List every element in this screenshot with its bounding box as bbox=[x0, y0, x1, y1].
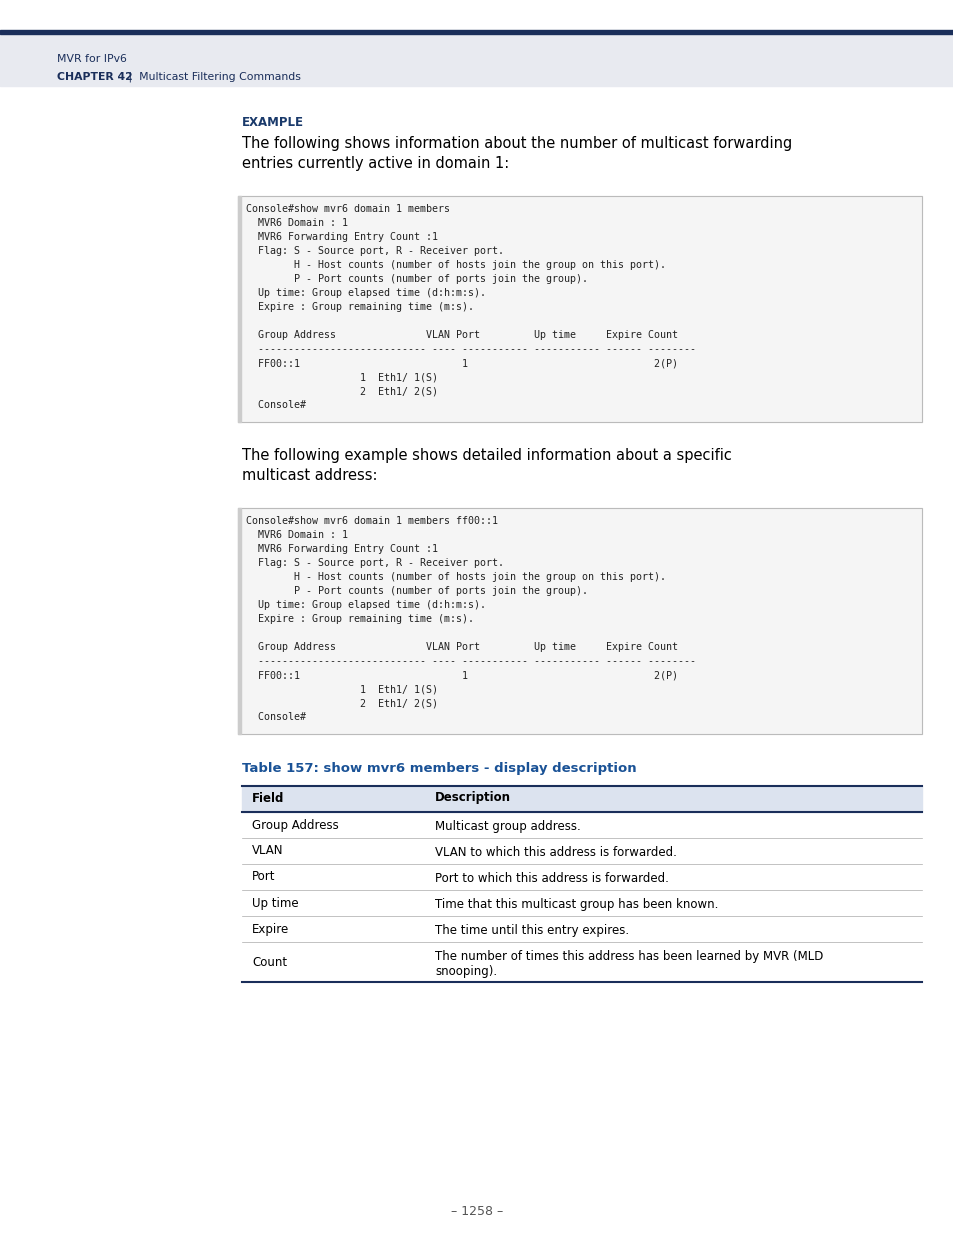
Text: FF00::1                           1                               2(P): FF00::1 1 2(P) bbox=[246, 358, 678, 368]
Bar bbox=[237, 508, 241, 734]
Text: The time until this entry expires.: The time until this entry expires. bbox=[435, 924, 628, 937]
Text: Description: Description bbox=[435, 792, 511, 804]
Text: P - Port counts (number of ports join the group).: P - Port counts (number of ports join th… bbox=[246, 585, 587, 597]
Text: snooping).: snooping). bbox=[435, 965, 497, 978]
Text: P - Port counts (number of ports join the group).: P - Port counts (number of ports join th… bbox=[246, 274, 587, 284]
Text: Console#show mvr6 domain 1 members ff00::1: Console#show mvr6 domain 1 members ff00:… bbox=[246, 516, 497, 526]
Text: Group Address               VLAN Port         Up time     Expire Count: Group Address VLAN Port Up time Expire C… bbox=[246, 330, 678, 340]
Text: Console#show mvr6 domain 1 members: Console#show mvr6 domain 1 members bbox=[246, 204, 450, 214]
Text: multicast address:: multicast address: bbox=[242, 468, 377, 483]
Text: 2  Eth1/ 2(S): 2 Eth1/ 2(S) bbox=[246, 698, 437, 708]
Text: Multicast group address.: Multicast group address. bbox=[435, 820, 580, 832]
Bar bbox=[0, 35, 953, 86]
Bar bbox=[242, 785, 921, 811]
Text: Flag: S - Source port, R - Receiver port.: Flag: S - Source port, R - Receiver port… bbox=[246, 558, 503, 568]
Text: Up time: Group elapsed time (d:h:m:s).: Up time: Group elapsed time (d:h:m:s). bbox=[246, 600, 485, 610]
Text: MVR for IPv6: MVR for IPv6 bbox=[57, 54, 127, 64]
Text: Console#: Console# bbox=[246, 400, 306, 410]
Text: – 1258 –: – 1258 – bbox=[451, 1205, 502, 1218]
Bar bbox=[0, 30, 953, 35]
Text: Port: Port bbox=[252, 871, 275, 883]
Text: Field: Field bbox=[252, 792, 284, 804]
Text: Group Address               VLAN Port         Up time     Expire Count: Group Address VLAN Port Up time Expire C… bbox=[246, 642, 678, 652]
Text: MVR6 Domain : 1: MVR6 Domain : 1 bbox=[246, 219, 348, 228]
Bar bbox=[237, 196, 241, 422]
Text: MVR6 Domain : 1: MVR6 Domain : 1 bbox=[246, 530, 348, 540]
Text: EXAMPLE: EXAMPLE bbox=[242, 116, 304, 128]
Text: Expire: Expire bbox=[252, 923, 289, 935]
Text: Time that this multicast group has been known.: Time that this multicast group has been … bbox=[435, 898, 718, 911]
Text: Up time: Group elapsed time (d:h:m:s).: Up time: Group elapsed time (d:h:m:s). bbox=[246, 288, 485, 298]
Text: H - Host counts (number of hosts join the group on this port).: H - Host counts (number of hosts join th… bbox=[246, 261, 665, 270]
Text: FF00::1                           1                               2(P): FF00::1 1 2(P) bbox=[246, 671, 678, 680]
Text: Group Address: Group Address bbox=[252, 819, 338, 831]
Text: The following shows information about the number of multicast forwarding: The following shows information about th… bbox=[242, 136, 791, 151]
Text: MVR6 Forwarding Entry Count :1: MVR6 Forwarding Entry Count :1 bbox=[246, 543, 437, 555]
Text: The number of times this address has been learned by MVR (MLD: The number of times this address has bee… bbox=[435, 950, 822, 963]
Text: Table 157: show mvr6 members - display description: Table 157: show mvr6 members - display d… bbox=[242, 762, 636, 776]
Text: Port to which this address is forwarded.: Port to which this address is forwarded. bbox=[435, 872, 668, 885]
Text: Expire : Group remaining time (m:s).: Expire : Group remaining time (m:s). bbox=[246, 614, 474, 624]
Bar bbox=[237, 508, 921, 734]
Text: 2  Eth1/ 2(S): 2 Eth1/ 2(S) bbox=[246, 387, 437, 396]
Text: Flag: S - Source port, R - Receiver port.: Flag: S - Source port, R - Receiver port… bbox=[246, 246, 503, 256]
Text: VLAN: VLAN bbox=[252, 845, 283, 857]
Text: 1  Eth1/ 1(S): 1 Eth1/ 1(S) bbox=[246, 372, 437, 382]
Bar bbox=[237, 196, 921, 422]
Text: ---------------------------- ---- ----------- ----------- ------ --------: ---------------------------- ---- ------… bbox=[246, 345, 696, 354]
Text: CHAPTER 42: CHAPTER 42 bbox=[57, 72, 132, 82]
Text: Console#: Console# bbox=[246, 713, 306, 722]
Bar bbox=[237, 196, 921, 422]
Text: |  Multicast Filtering Commands: | Multicast Filtering Commands bbox=[125, 72, 300, 83]
Text: MVR6 Forwarding Entry Count :1: MVR6 Forwarding Entry Count :1 bbox=[246, 232, 437, 242]
Bar bbox=[237, 508, 921, 734]
Text: Count: Count bbox=[252, 956, 287, 968]
Text: Up time: Up time bbox=[252, 897, 298, 909]
Text: H - Host counts (number of hosts join the group on this port).: H - Host counts (number of hosts join th… bbox=[246, 572, 665, 582]
Text: The following example shows detailed information about a specific: The following example shows detailed inf… bbox=[242, 448, 731, 463]
Text: ---------------------------- ---- ----------- ----------- ------ --------: ---------------------------- ---- ------… bbox=[246, 656, 696, 666]
Text: entries currently active in domain 1:: entries currently active in domain 1: bbox=[242, 156, 509, 170]
Text: Expire : Group remaining time (m:s).: Expire : Group remaining time (m:s). bbox=[246, 303, 474, 312]
Text: 1  Eth1/ 1(S): 1 Eth1/ 1(S) bbox=[246, 684, 437, 694]
Text: VLAN to which this address is forwarded.: VLAN to which this address is forwarded. bbox=[435, 846, 677, 860]
